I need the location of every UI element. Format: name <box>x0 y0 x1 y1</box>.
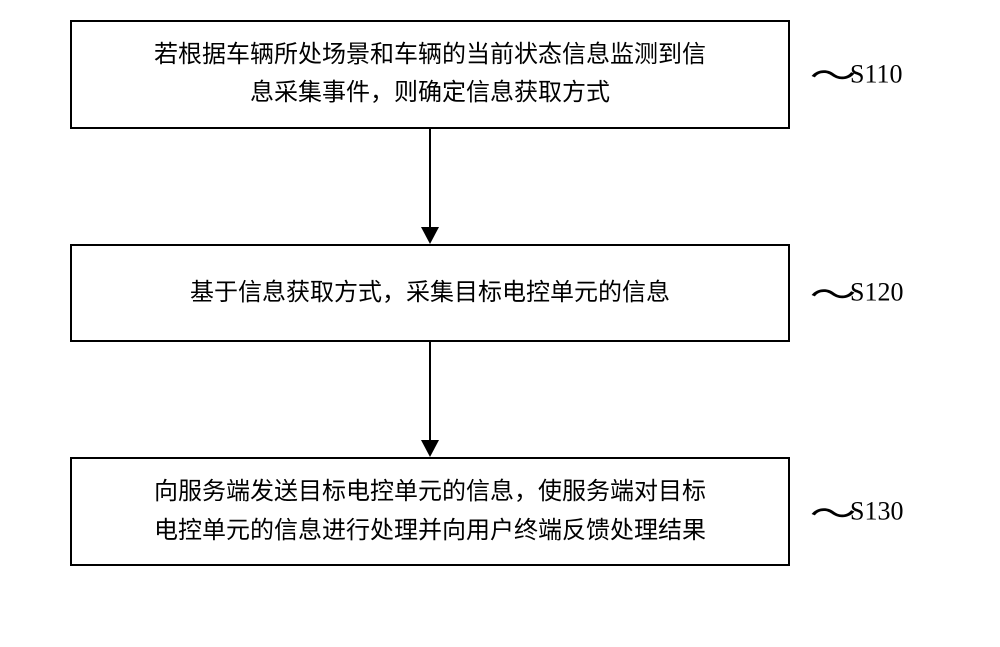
step-connector-s130: 〜 S130 <box>820 493 903 530</box>
step-text-s110-line1: 若根据车辆所处场景和车辆的当前状态信息监测到信 <box>154 36 706 74</box>
arrow-down-icon <box>415 129 445 244</box>
step-label-s120: S120 <box>850 278 903 308</box>
step-box-s130: 向服务端发送目标电控单元的信息，使服务端对目标 电控单元的信息进行处理并向用户终… <box>70 457 790 566</box>
step-text-s130-line2: 电控单元的信息进行处理并向用户终端反馈处理结果 <box>154 512 706 550</box>
step-label-s130: S130 <box>850 497 903 527</box>
tilde-icon: 〜 <box>810 269 857 317</box>
step-row-s120: 基于信息获取方式，采集目标电控单元的信息 〜 S120 <box>70 244 930 342</box>
step-connector-s120: 〜 S120 <box>820 274 903 311</box>
step-box-s110: 若根据车辆所处场景和车辆的当前状态信息监测到信 息采集事件，则确定信息获取方式 <box>70 20 790 129</box>
flowchart-container: 若根据车辆所处场景和车辆的当前状态信息监测到信 息采集事件，则确定信息获取方式 … <box>70 20 930 566</box>
step-row-s110: 若根据车辆所处场景和车辆的当前状态信息监测到信 息采集事件，则确定信息获取方式 … <box>70 20 930 129</box>
tilde-icon: 〜 <box>810 50 857 98</box>
tilde-icon: 〜 <box>810 488 857 536</box>
arrow-s120-s130 <box>70 342 790 457</box>
step-box-s120: 基于信息获取方式，采集目标电控单元的信息 <box>70 244 790 342</box>
arrow-down-icon <box>415 342 445 457</box>
step-text-s130-line1: 向服务端发送目标电控单元的信息，使服务端对目标 <box>154 473 706 511</box>
arrow-s110-s120 <box>70 129 790 244</box>
step-text-s110-line2: 息采集事件，则确定信息获取方式 <box>250 74 610 112</box>
step-connector-s110: 〜 S110 <box>820 56 903 93</box>
step-label-s110: S110 <box>850 59 903 89</box>
step-row-s130: 向服务端发送目标电控单元的信息，使服务端对目标 电控单元的信息进行处理并向用户终… <box>70 457 930 566</box>
step-text-s120-line1: 基于信息获取方式，采集目标电控单元的信息 <box>190 274 670 312</box>
